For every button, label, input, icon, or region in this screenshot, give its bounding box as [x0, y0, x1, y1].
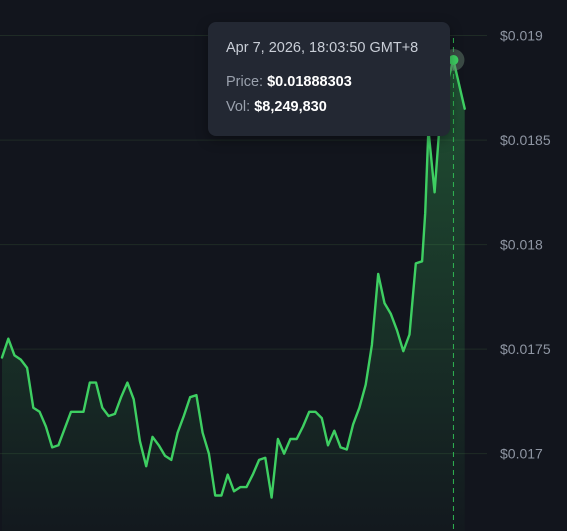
y-tick-label-1: $0.0175 — [500, 341, 551, 357]
tooltip-price-value: $0.01888303 — [267, 74, 352, 90]
tooltip-price-label: Price: — [226, 74, 264, 90]
price-line — [0, 58, 466, 499]
price-area — [2, 60, 465, 531]
tooltip-vol-value: $8,249,830 — [254, 99, 327, 115]
tooltip-price-row: Price: $0.01888303 — [226, 74, 432, 90]
y-tick-label-3: $0.0185 — [500, 132, 551, 148]
tooltip-vol-row: Vol: $8,249,830 — [226, 99, 432, 115]
y-tick-label-2: $0.018 — [500, 237, 543, 253]
y-tick-label-4: $0.019 — [500, 28, 543, 44]
y-tick-label-0: $0.017 — [500, 446, 543, 462]
price-tooltip: Apr 7, 2026, 18:03:50 GMT+8 Price: $0.01… — [208, 22, 450, 136]
tooltip-date: Apr 7, 2026, 18:03:50 GMT+8 — [226, 40, 419, 56]
highlight-point[interactable] — [448, 54, 459, 65]
tooltip-vol-label: Vol: — [226, 99, 251, 115]
